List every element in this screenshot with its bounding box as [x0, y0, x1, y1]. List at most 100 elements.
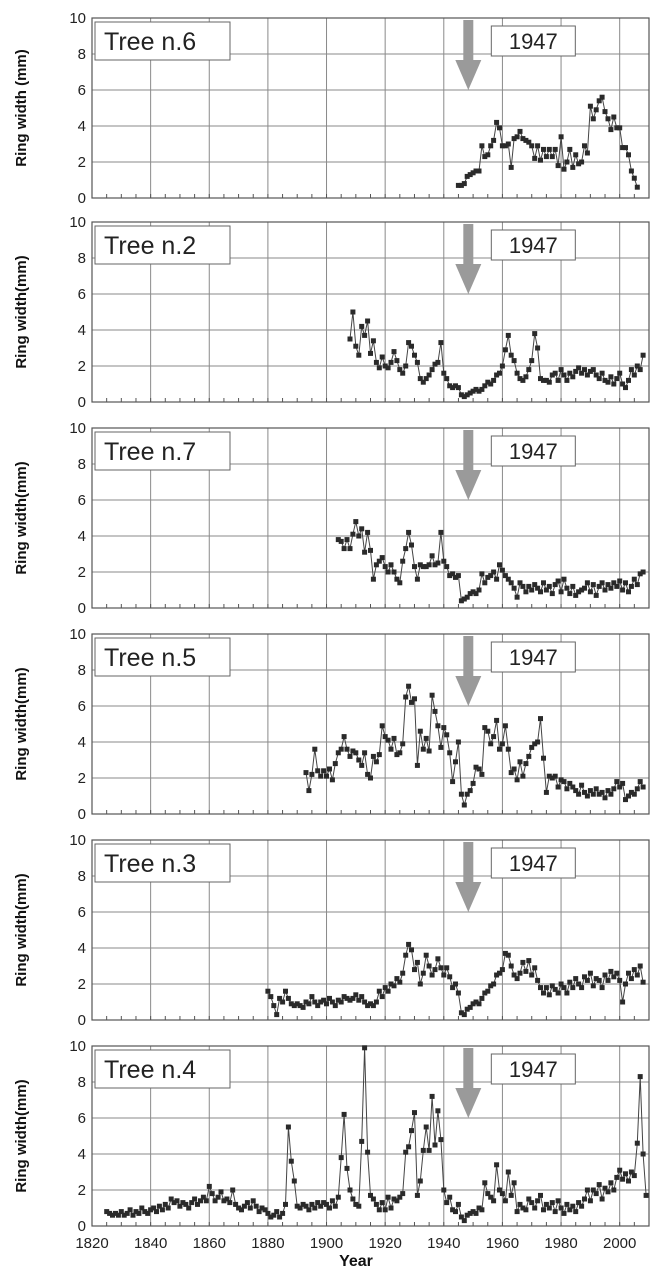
marker-label: 1947: [509, 645, 558, 670]
data-point: [321, 1200, 327, 1206]
data-point: [558, 981, 564, 987]
data-point: [265, 988, 271, 994]
data-point: [582, 1196, 587, 1202]
data-point: [461, 1218, 467, 1224]
data-point: [626, 589, 631, 595]
data-point: [341, 734, 347, 740]
y-tick-label: 8: [78, 662, 86, 679]
panel-2: 0 2 4 6 8 10 Ring width(mm) Tree n.2 1947: [13, 214, 650, 411]
data-point: [429, 367, 435, 373]
marker-arrow-head: [455, 60, 482, 90]
data-point: [561, 985, 567, 991]
data-point: [200, 1194, 206, 1200]
data-point: [476, 1001, 482, 1007]
data-point: [558, 777, 564, 783]
data-point: [549, 983, 555, 989]
y-tick-label: 6: [78, 492, 86, 509]
data-point: [397, 1194, 403, 1200]
data-point: [414, 1192, 420, 1198]
data-point: [353, 1201, 359, 1207]
data-point: [438, 965, 444, 971]
data-point: [394, 752, 400, 758]
y-tick-label: 4: [78, 1146, 86, 1163]
data-point: [470, 589, 476, 595]
data-point: [599, 789, 605, 795]
data-point: [482, 990, 488, 996]
data-point: [403, 546, 409, 552]
data-point: [344, 746, 350, 752]
data-point: [617, 977, 623, 983]
data-point: [514, 370, 520, 376]
data-point: [370, 1003, 376, 1009]
data-point: [546, 1205, 552, 1211]
y-tick-label: 10: [69, 626, 86, 643]
data-point: [640, 569, 646, 575]
data-point: [538, 985, 543, 991]
data-point: [438, 744, 444, 750]
y-tick-label: 10: [69, 832, 86, 849]
data-point: [285, 995, 291, 1001]
data-point: [476, 388, 482, 394]
data-point: [347, 336, 353, 342]
data-point: [637, 1074, 643, 1080]
data-point: [593, 1191, 599, 1197]
data-point: [315, 768, 321, 774]
data-point: [634, 1140, 640, 1146]
data-point: [520, 583, 526, 589]
data-point: [514, 777, 520, 783]
data-point: [344, 995, 350, 1001]
data-point: [473, 591, 479, 597]
data-point: [494, 119, 500, 125]
data-point: [608, 791, 614, 797]
data-point: [373, 562, 379, 568]
data-point: [511, 766, 517, 772]
data-point: [508, 164, 514, 170]
data-point: [423, 735, 429, 741]
data-point: [535, 1198, 541, 1204]
data-point: [335, 1194, 341, 1200]
data-point: [482, 154, 488, 160]
data-point: [444, 1200, 450, 1206]
data-point: [458, 1214, 464, 1220]
data-point: [514, 1209, 520, 1215]
data-point: [473, 1210, 479, 1216]
data-point: [631, 372, 637, 378]
data-point: [124, 1210, 130, 1216]
data-point: [362, 999, 368, 1005]
data-point: [321, 997, 327, 1003]
data-point: [552, 582, 558, 588]
data-point: [637, 963, 643, 969]
y-axis-label: Ring width (mm): [13, 49, 30, 166]
data-point: [464, 173, 470, 179]
tree-label-box: [94, 843, 231, 883]
data-point: [608, 968, 614, 974]
data-point: [379, 555, 385, 561]
data-point: [400, 970, 406, 976]
data-point: [400, 1191, 406, 1197]
data-point: [388, 359, 394, 365]
data-point: [347, 753, 353, 759]
data-point: [508, 770, 514, 776]
data-point: [241, 1203, 247, 1209]
data-point: [473, 168, 479, 174]
data-point: [438, 340, 444, 346]
data-point: [373, 999, 379, 1005]
data-point: [151, 1205, 157, 1211]
tree-label: Tree n.4: [104, 1056, 196, 1084]
data-point: [611, 974, 617, 980]
data-point: [438, 529, 444, 535]
data-point: [154, 1209, 159, 1215]
data-point: [596, 977, 602, 983]
data-point: [640, 1151, 646, 1157]
data-point: [447, 750, 453, 756]
data-point: [567, 146, 573, 152]
y-tick-label: 2: [78, 564, 86, 581]
data-point: [435, 359, 441, 365]
data-point: [318, 773, 324, 779]
marker-arrow-shaft: [463, 1048, 474, 1088]
data-point: [640, 979, 646, 985]
data-point: [617, 125, 623, 131]
data-point: [403, 952, 409, 958]
data-point: [403, 363, 409, 369]
data-point: [338, 746, 344, 752]
